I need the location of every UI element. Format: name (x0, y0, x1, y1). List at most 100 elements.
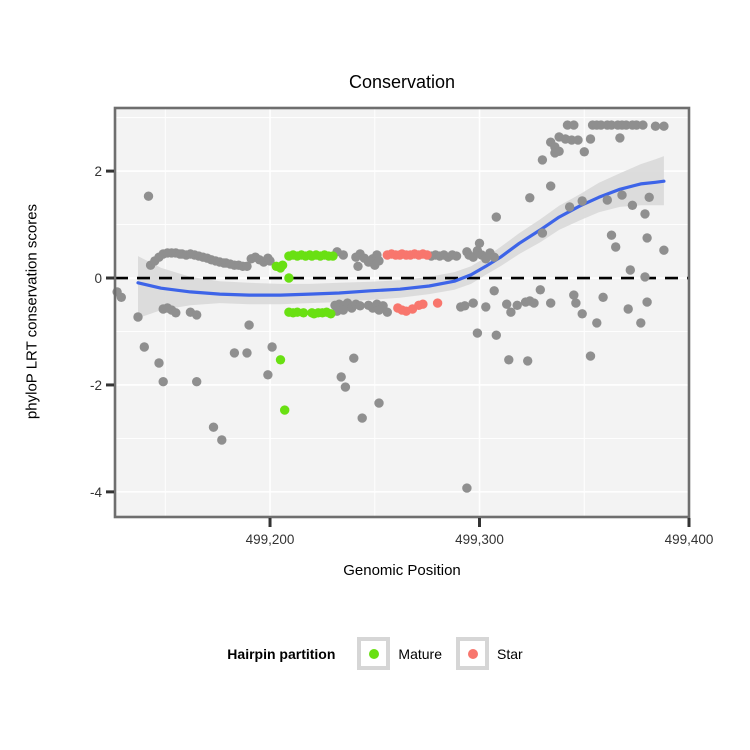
data-point (640, 272, 650, 282)
data-point (623, 304, 633, 314)
data-point (460, 301, 470, 311)
data-point (550, 148, 560, 158)
data-point (192, 310, 202, 320)
data-point-mature (284, 273, 294, 283)
data-point (502, 299, 512, 309)
data-point (265, 256, 275, 266)
smooth-trend-line (136, 179, 666, 297)
data-point-mature (275, 263, 286, 273)
chart-title: Conservation (348, 72, 456, 92)
data-point (598, 292, 608, 302)
data-point (525, 193, 535, 203)
data-point (491, 212, 501, 222)
data-point (340, 382, 351, 392)
legend-key-mature: Mature (357, 637, 442, 670)
data-point (263, 370, 273, 380)
data-point (569, 290, 579, 300)
data-point (627, 200, 638, 210)
data-point-mature (328, 251, 338, 261)
x-axis-title: Genomic Position (343, 562, 461, 579)
data-point-star (422, 250, 432, 260)
legend-key-star: Star (456, 637, 523, 670)
data-point (489, 286, 499, 296)
data-point (336, 372, 346, 382)
data-point (577, 309, 587, 319)
legend: Hairpin partition Mature Star (0, 637, 750, 670)
data-point (615, 133, 625, 143)
confidence-ribbon (138, 156, 664, 319)
data-point (133, 312, 143, 322)
y-tick-label: 0 (94, 271, 102, 286)
data-point (606, 230, 617, 240)
data-point (506, 307, 516, 317)
data-point (617, 190, 627, 200)
data-point (382, 307, 392, 317)
data-point (535, 285, 545, 295)
data-point (353, 261, 363, 271)
data-point (642, 297, 652, 307)
data-point (154, 358, 164, 368)
data-point (650, 121, 661, 131)
data-point-star (432, 298, 443, 308)
legend-label-star: Star (497, 645, 523, 662)
data-point (504, 355, 514, 365)
data-point (462, 483, 472, 493)
data-point-star (418, 299, 428, 309)
data-point (338, 305, 348, 315)
data-point (569, 120, 579, 130)
data-point (267, 342, 277, 352)
data-point (638, 120, 648, 130)
legend-title: Hairpin partition (227, 645, 336, 662)
data-point (481, 302, 491, 312)
data-point (374, 398, 384, 408)
data-point (491, 330, 501, 340)
data-point (143, 191, 154, 201)
data-point (571, 298, 581, 308)
data-point (158, 377, 168, 387)
data-point (564, 202, 575, 212)
data-point (512, 300, 522, 310)
data-point (472, 328, 483, 338)
data-point (611, 242, 621, 252)
legend-label-mature: Mature (398, 645, 442, 662)
data-point (585, 134, 596, 144)
data-point (474, 238, 485, 248)
data-point (659, 121, 669, 131)
y-tick-label: -2 (90, 378, 102, 393)
y-tick-label: -4 (90, 485, 102, 500)
x-tick-label: 499,400 (665, 532, 714, 547)
data-point (537, 228, 548, 238)
data-point (592, 318, 602, 328)
data-point (537, 155, 548, 165)
data-point-mature (298, 308, 309, 318)
data-point (585, 351, 596, 361)
x-tick-label: 499,200 (246, 532, 295, 547)
star-swatch-icon (456, 637, 489, 670)
data-point (229, 348, 240, 358)
plot-panel: 499,200 499,300 499,400 2 0 -2 -4 (90, 106, 714, 547)
data-point (577, 196, 587, 206)
mature-dot-icon (368, 648, 379, 659)
data-point (625, 265, 635, 275)
data-point (640, 209, 650, 219)
data-point (636, 318, 646, 328)
panel-border (113, 106, 691, 519)
data-point (523, 356, 533, 366)
data-point (546, 298, 556, 308)
data-point (370, 260, 380, 270)
data-point (659, 245, 669, 255)
data-point (579, 147, 589, 157)
data-point (573, 135, 583, 145)
data-point (116, 292, 127, 302)
data-point (357, 413, 367, 423)
y-tick-label: 2 (94, 164, 102, 179)
data-point (529, 298, 539, 308)
data-point (355, 301, 365, 311)
data-point (244, 320, 254, 330)
data-point (242, 261, 252, 271)
x-tick-label: 499,300 (455, 532, 504, 547)
data-point (451, 251, 462, 261)
data-point-mature (326, 309, 336, 319)
data-point (338, 250, 348, 260)
